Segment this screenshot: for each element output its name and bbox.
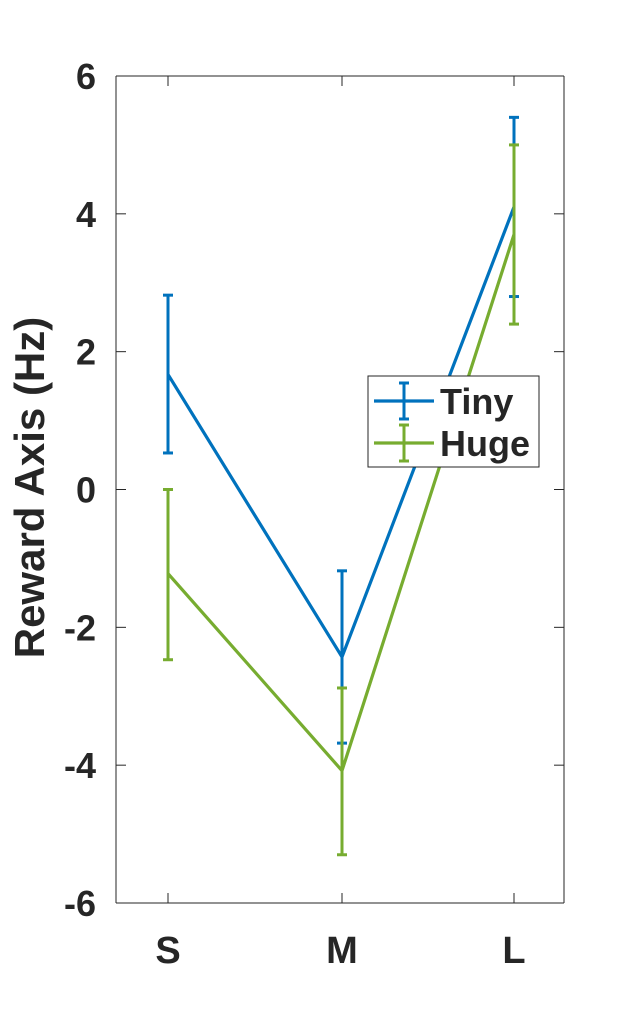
y-axis-label: Reward Axis (Hz) xyxy=(6,317,53,659)
x-tick-label: L xyxy=(502,930,525,972)
y-tick-label: 0 xyxy=(76,470,96,511)
y-tick-label: -6 xyxy=(64,883,96,924)
x-tick-label: M xyxy=(326,930,358,972)
series-huge xyxy=(163,145,519,855)
y-tick-label: -2 xyxy=(64,607,96,648)
y-tick-label: 4 xyxy=(76,194,96,235)
y-tick-label: 2 xyxy=(76,332,96,373)
y-tick-label: -4 xyxy=(64,745,96,786)
legend-label: Huge xyxy=(440,423,530,464)
series-layer xyxy=(163,117,519,854)
x-tick-label: S xyxy=(155,930,180,972)
y-tick-label: 6 xyxy=(76,56,96,97)
axes: -6 -4 -2 0 2 4 6 S M L Reward Axis (Hz) xyxy=(6,56,564,972)
legend-label: Tiny xyxy=(440,381,513,422)
